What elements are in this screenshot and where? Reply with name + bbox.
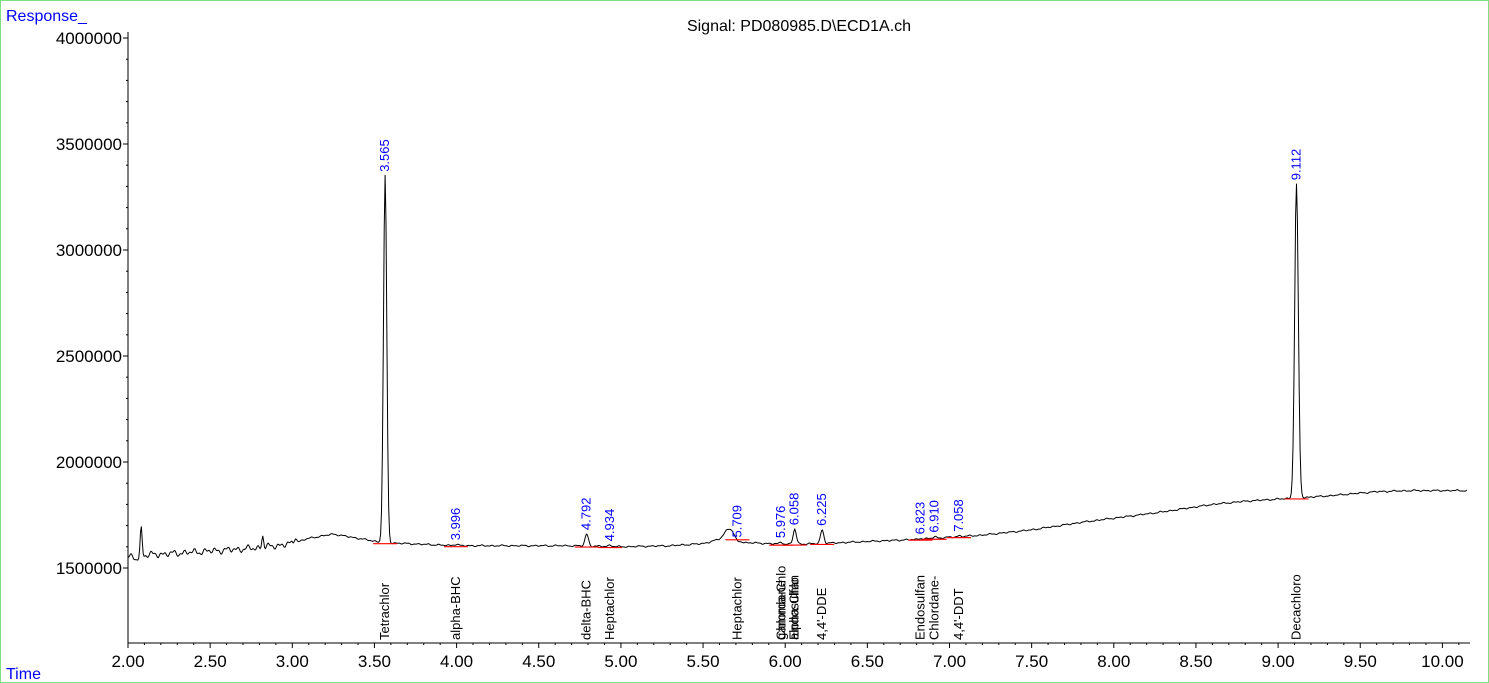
peak-rt-label: 3.996: [448, 508, 463, 541]
y-tick-label: 3500000: [56, 135, 122, 154]
x-tick-label: 7.50: [1015, 652, 1048, 671]
x-tick-label: 10.00: [1421, 652, 1464, 671]
peak-rt-label: 9.112: [1289, 149, 1304, 181]
x-tick-label: 5.00: [604, 652, 637, 671]
x-tick-label: 4.50: [522, 652, 555, 671]
compound-labels: Tetrachlor alpha-BHC delta-BHC Heptachlor He…: [377, 566, 1303, 640]
compound-name: Chlordane: [773, 580, 788, 640]
peak-rt-label: 6.058: [787, 493, 802, 526]
y-tick-label: 1500000: [56, 559, 122, 578]
peak-rt-label: 7.058: [951, 499, 966, 532]
peak-rt-label: 5.709: [729, 505, 744, 538]
compound-name: Heptachlor: [729, 576, 744, 640]
x-tick-label: 3.50: [358, 652, 391, 671]
chart-title: Signal: PD080985.D\ECD1A.ch: [687, 18, 911, 35]
peak-rt-label: 3.565: [377, 139, 392, 172]
x-tick-label: 6.00: [769, 652, 802, 671]
integration-marks: [373, 498, 1309, 549]
compound-name: alpha-Chlo: [787, 577, 802, 640]
y-ticks: 1500000 2000000 2500000 3000000 3500000 40000…: [56, 29, 128, 578]
y-tick-label: 3000000: [56, 241, 122, 260]
x-tick-label: 9.00: [1262, 652, 1295, 671]
compound-name: alpha-BHC: [448, 576, 463, 640]
compound-name: Endosulfan: [912, 575, 927, 640]
peak-rt-label: 4.792: [579, 498, 594, 531]
y-tick-label: 2500000: [56, 347, 122, 366]
compound-name: gamma-Chlo: [773, 566, 788, 640]
peak-rt-label: 5.976: [773, 506, 788, 539]
x-tick-label: 2.50: [194, 652, 227, 671]
y-axis-title: Response_: [6, 8, 88, 25]
compound-name: 4,4'-DDE: [814, 587, 829, 640]
y-tick-label: 2000000: [56, 453, 122, 472]
x-tick-label: 8.00: [1097, 652, 1130, 671]
compound-name: Heptachlor: [602, 576, 617, 640]
x-tick-label: 8.50: [1179, 652, 1212, 671]
compound-name: delta-BHC: [579, 580, 594, 640]
x-tick-label: 3.00: [276, 652, 309, 671]
x-axis-title: Time: [6, 666, 41, 683]
compound-name: Tetrachlor: [377, 582, 392, 640]
x-tick-label: 9.50: [1344, 652, 1377, 671]
compound-name: Endosulfan: [787, 575, 802, 640]
x-tick-label: 5.50: [687, 652, 720, 671]
compound-name: Chlordane-: [927, 576, 942, 640]
trace-layer: [127, 174, 1468, 561]
y-tick-label: 4000000: [56, 29, 122, 48]
signal-trace: [127, 174, 1468, 561]
compound-name: Decachloro: [1289, 574, 1304, 640]
peak-rt-label: 6.225: [814, 493, 829, 526]
peak-rt-label: 6.910: [927, 500, 942, 533]
peak-rt-label: 6.823: [912, 502, 927, 535]
compound-name: 4,4'-DDT: [951, 588, 966, 640]
x-tick-label: 7.00: [933, 652, 966, 671]
x-tick-label: 6.50: [851, 652, 884, 671]
x-tick-label: 2.00: [111, 652, 144, 671]
x-ticks: 2.00 2.50 3.00 3.50 4.00 4.50 5.00 5.50 6.00 6.50…: [111, 643, 1464, 671]
x-tick-label: 4.00: [440, 652, 473, 671]
peak-rt-label: 4.934: [602, 509, 617, 542]
